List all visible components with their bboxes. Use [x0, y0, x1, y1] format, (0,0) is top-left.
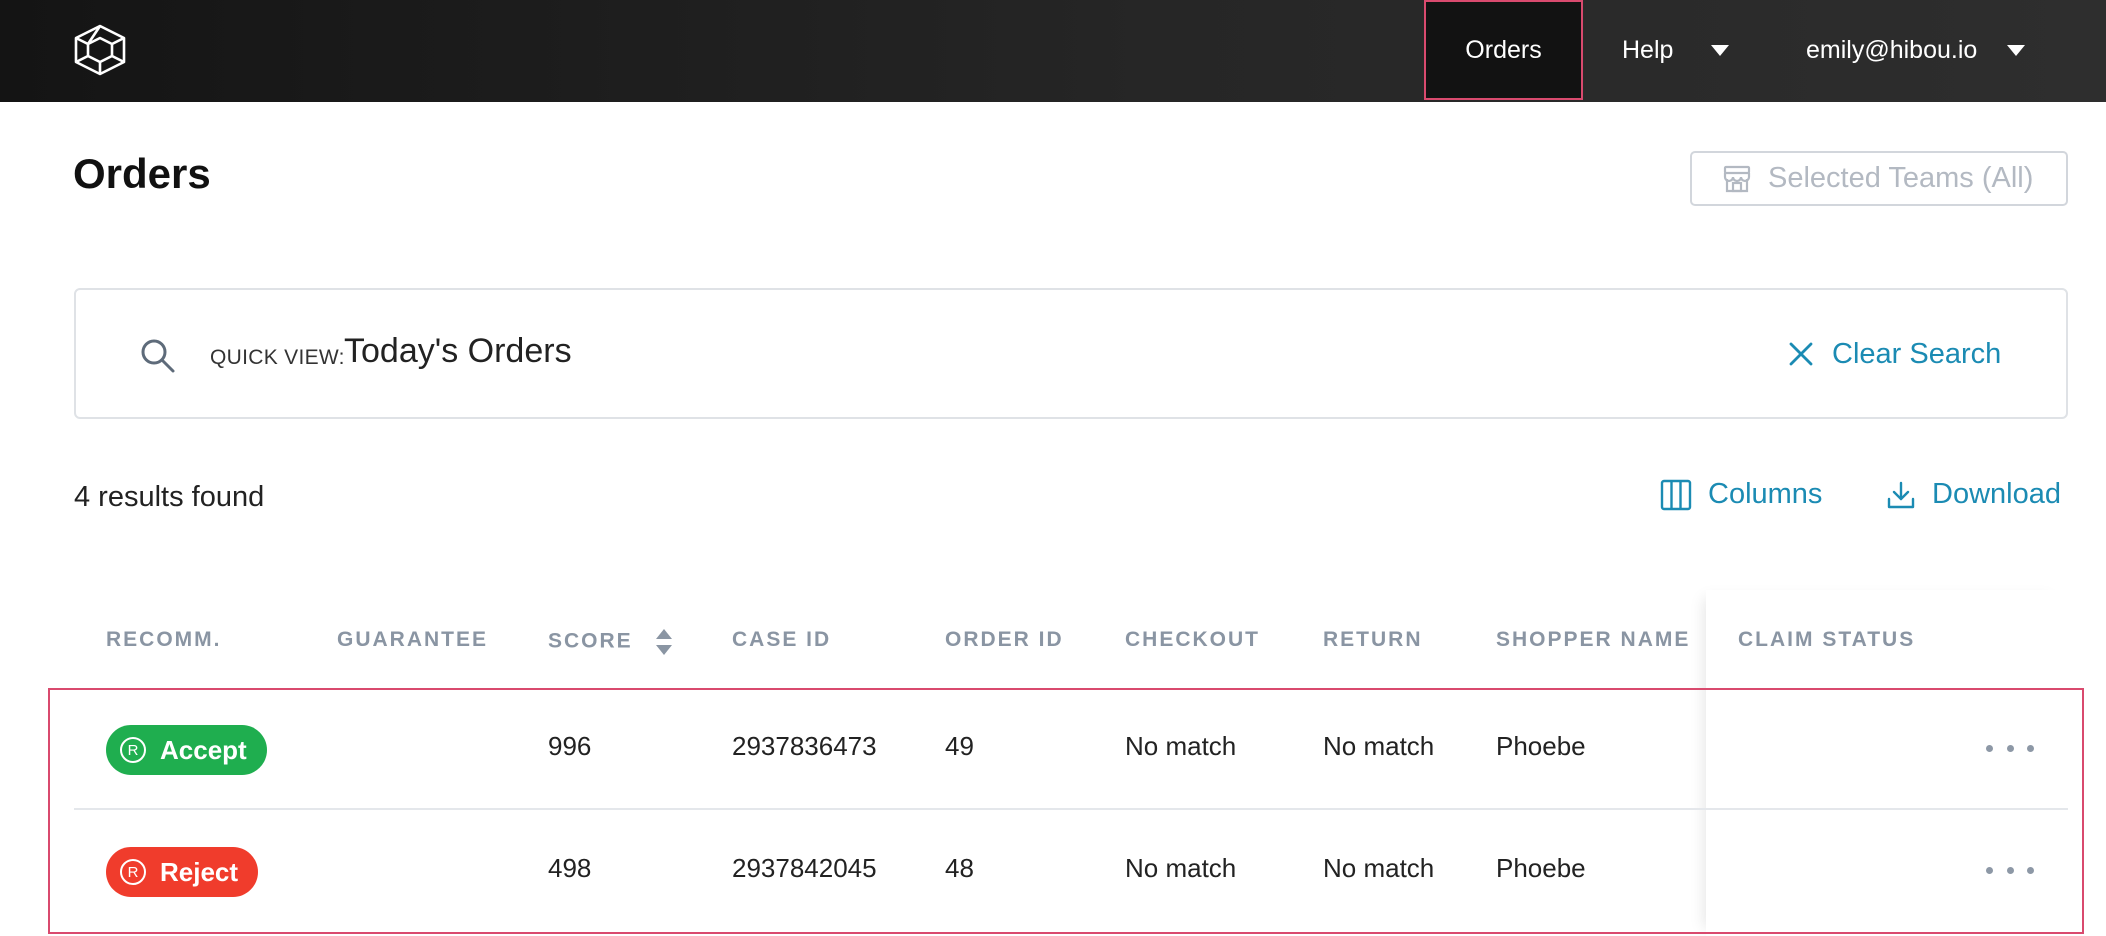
quick-view-label: QUICK VIEW: [210, 346, 345, 369]
download-label: Download [1932, 478, 2061, 510]
recommendation-icon: R [120, 859, 146, 885]
recommendation-label: Accept [160, 734, 247, 765]
cell-shopper-name: Phoebe [1496, 731, 1586, 761]
nav-orders-tab[interactable]: Orders [1424, 0, 1583, 100]
download-button[interactable]: Download [1886, 478, 2061, 511]
clear-search-button[interactable]: Clear Search [1788, 334, 2001, 374]
page-title: Orders [73, 150, 211, 197]
header-shopper-name[interactable]: SHOPPER NAME [1496, 628, 1691, 651]
cell-checkout: No match [1125, 731, 1237, 761]
close-icon [1789, 342, 1813, 366]
cell-return: No match [1323, 731, 1435, 761]
recommendation-label: Reject [160, 856, 239, 887]
reject-badge[interactable]: R Reject [106, 847, 259, 897]
header-guarantee[interactable]: GUARANTEE [337, 628, 489, 651]
nav-help-menu[interactable]: Help [1622, 0, 1730, 100]
quick-view-search[interactable]: QUICK VIEW: Today's Orders Clear Search [74, 288, 2068, 419]
header-checkout[interactable]: CHECKOUT [1125, 628, 1260, 651]
search-icon [141, 339, 175, 373]
selected-teams-button[interactable]: Selected Teams (All) [1690, 151, 2068, 206]
more-horizontal-icon[interactable] [1986, 862, 2034, 878]
cell-score: 498 [548, 853, 592, 883]
header-return[interactable]: RETURN [1323, 628, 1423, 651]
results-count: 4 results found [74, 481, 265, 513]
recommendation-icon: R [120, 737, 146, 763]
selected-teams-label: Selected Teams (All) [1768, 162, 2034, 194]
quick-view-value[interactable]: Today's Orders [344, 332, 572, 370]
nav-orders-label: Orders [1465, 35, 1542, 64]
user-email: emily@hibou.io [1806, 35, 1978, 64]
cell-order-id: 48 [945, 853, 974, 883]
store-icon [1723, 165, 1751, 192]
nav-help-label: Help [1622, 35, 1674, 64]
top-navbar: Orders Help emily@hibou.io [0, 0, 2106, 102]
header-order-id[interactable]: ORDER ID [945, 628, 1064, 651]
header-score-label: SCORE [548, 629, 633, 653]
header-score[interactable]: SCORE [548, 628, 673, 656]
clear-search-label: Clear Search [1832, 337, 2002, 370]
cell-case-id[interactable]: 2937842045 [732, 853, 877, 883]
cell-checkout: No match [1125, 853, 1237, 883]
cube-logo-icon[interactable] [72, 24, 128, 76]
cell-shopper-name: Phoebe [1496, 853, 1586, 883]
header-recomm[interactable]: RECOMM. [106, 628, 222, 651]
cell-case-id[interactable]: 2937836473 [732, 731, 877, 761]
chevron-down-icon [1711, 44, 1730, 56]
header-case-id[interactable]: CASE ID [732, 628, 832, 651]
download-icon [1887, 481, 1915, 508]
sort-icon[interactable] [655, 628, 673, 656]
columns-icon [1660, 479, 1692, 510]
more-horizontal-icon[interactable] [1986, 740, 2034, 756]
table-row[interactable]: R Reject 498 2937842045 48 No match No m… [74, 810, 2068, 932]
accept-badge[interactable]: R Accept [106, 725, 267, 775]
columns-label: Columns [1708, 478, 1823, 510]
chevron-down-icon [2007, 44, 2026, 56]
cell-order-id: 49 [945, 731, 974, 761]
nav-user-menu[interactable]: emily@hibou.io [1806, 0, 2026, 100]
cell-score: 996 [548, 731, 592, 761]
table-row[interactable]: R Accept 996 2937836473 49 No match No m… [74, 688, 2068, 810]
cell-return: No match [1323, 853, 1435, 883]
header-claim-status[interactable]: CLAIM STATUS [1738, 628, 1916, 651]
columns-button[interactable]: Columns [1660, 478, 1822, 511]
